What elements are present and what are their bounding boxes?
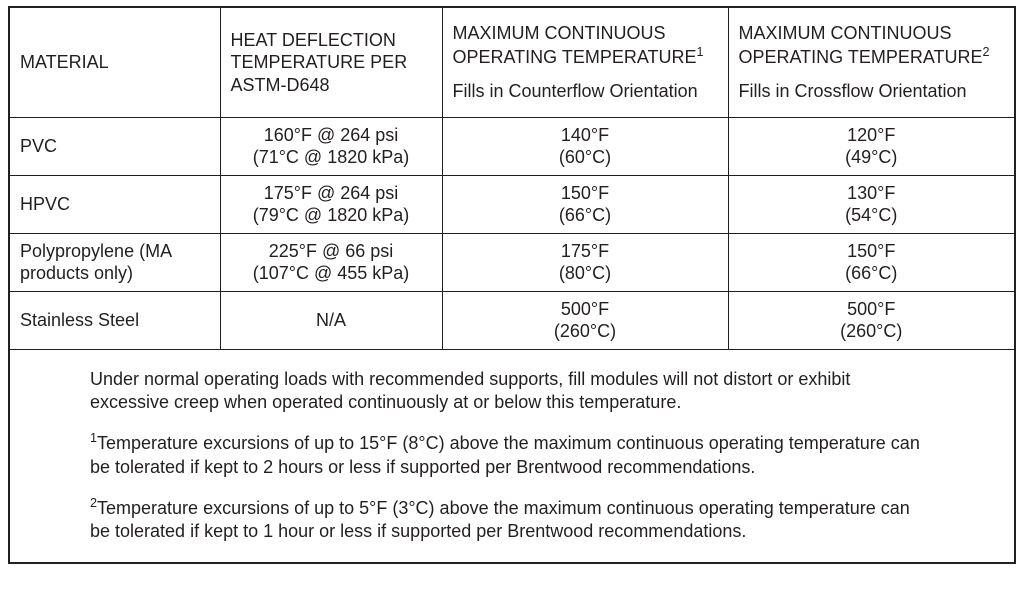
col-header-counterflow: MAXIMUM CONTINUOUS OPERATING TEMPERATURE…: [442, 8, 728, 117]
col-header-heat-label: HEAT DEFLECTION TEMPERATURE PER ASTM-D64…: [231, 30, 408, 95]
notes-cell: Under normal operating loads with recomm…: [10, 349, 1014, 562]
col-header-crossflow-sub: Fills in Crossflow Orientation: [739, 80, 1005, 103]
cell-counterflow: 150°F (66°C): [442, 175, 728, 233]
col-header-crossflow: MAXIMUM CONTINUOUS OPERATING TEMPERATURE…: [728, 8, 1014, 117]
materials-table-container: MATERIAL HEAT DEFLECTION TEMPERATURE PER…: [8, 6, 1016, 564]
table-row: Stainless Steel N/A 500°F (260°C) 500°F …: [10, 291, 1014, 349]
table-row: HPVC 175°F @ 264 psi (79°C @ 1820 kPa) 1…: [10, 175, 1014, 233]
cell-counterflow: 140°F (60°C): [442, 117, 728, 175]
cell-heat: 175°F @ 264 psi (79°C @ 1820 kPa): [220, 175, 442, 233]
col-header-material: MATERIAL: [10, 8, 220, 117]
cell-counterflow: 500°F (260°C): [442, 291, 728, 349]
cell-crossflow: 150°F (66°C): [728, 233, 1014, 291]
cell-crossflow: 500°F (260°C): [728, 291, 1014, 349]
table-row: PVC 160°F @ 264 psi (71°C @ 1820 kPa) 14…: [10, 117, 1014, 175]
table-row: Polypropylene (MA products only) 225°F @…: [10, 233, 1014, 291]
col-header-material-label: MATERIAL: [20, 52, 109, 72]
header-row: MATERIAL HEAT DEFLECTION TEMPERATURE PER…: [10, 8, 1014, 117]
col-header-heat: HEAT DEFLECTION TEMPERATURE PER ASTM-D64…: [220, 8, 442, 117]
col-header-counterflow-sub: Fills in Counterflow Orientation: [453, 80, 718, 103]
cell-heat: 160°F @ 264 psi (71°C @ 1820 kPa): [220, 117, 442, 175]
cell-material: HPVC: [10, 175, 220, 233]
cell-heat: 225°F @ 66 psi (107°C @ 455 kPa): [220, 233, 442, 291]
note-2: 2Temperature excursions of up to 5°F (3°…: [90, 495, 934, 544]
notes-row: Under normal operating loads with recomm…: [10, 349, 1014, 562]
note-1: 1Temperature excursions of up to 15°F (8…: [90, 430, 934, 479]
note-intro: Under normal operating loads with recomm…: [90, 368, 934, 415]
col-header-counterflow-top: MAXIMUM CONTINUOUS OPERATING TEMPERATURE…: [453, 22, 718, 68]
cell-crossflow: 120°F (49°C): [728, 117, 1014, 175]
cell-material: Stainless Steel: [10, 291, 220, 349]
cell-material: Polypropylene (MA products only): [10, 233, 220, 291]
cell-counterflow: 175°F (80°C): [442, 233, 728, 291]
col-header-crossflow-top: MAXIMUM CONTINUOUS OPERATING TEMPERATURE…: [739, 22, 1005, 68]
cell-material: PVC: [10, 117, 220, 175]
cell-heat: N/A: [220, 291, 442, 349]
cell-crossflow: 130°F (54°C): [728, 175, 1014, 233]
materials-table: MATERIAL HEAT DEFLECTION TEMPERATURE PER…: [10, 8, 1014, 562]
